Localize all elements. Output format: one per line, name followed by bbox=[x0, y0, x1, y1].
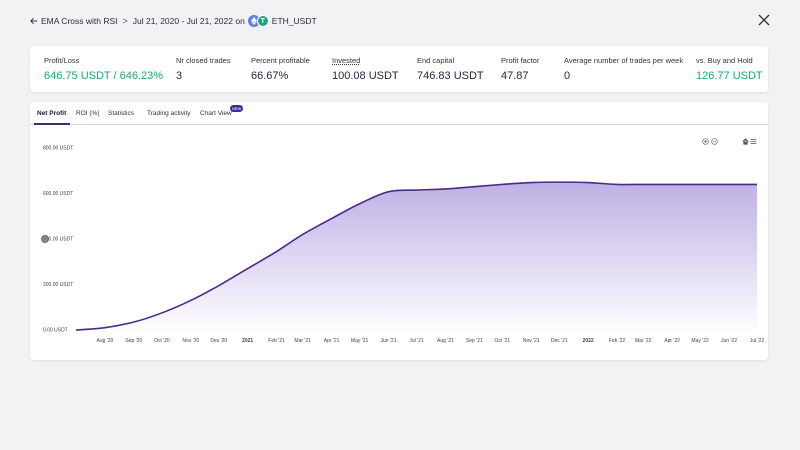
x-tick-label: Oct '21 bbox=[494, 338, 510, 344]
x-tick-label: Feb '21 bbox=[268, 338, 285, 344]
x-tick-label: Aug '20 bbox=[97, 338, 114, 344]
zoom-in-icon bbox=[702, 138, 709, 145]
stats-panel: Profit/Loss 646.75 USDT / 646.23% Nr clo… bbox=[30, 46, 768, 92]
stat-profit-factor: Profit factor 47.87 bbox=[501, 56, 539, 82]
x-tick-label: Aug '21 bbox=[437, 338, 454, 344]
mouse-cursor bbox=[41, 235, 49, 243]
chart-card: Net Profit ROI (%) Statistics Trading ac… bbox=[30, 102, 768, 360]
x-tick-label: Jun '22 bbox=[721, 338, 737, 344]
x-tick-label: Jun '21 bbox=[381, 338, 397, 344]
profit-line bbox=[75, 181, 757, 331]
x-tick-label: Mar '22 bbox=[635, 338, 652, 344]
stat-closed-trades: Nr closed trades 3 bbox=[176, 56, 231, 82]
home-icon bbox=[742, 138, 749, 145]
x-tick-label: Apr '22 bbox=[664, 338, 680, 344]
tab-label: Chart View bbox=[200, 110, 232, 117]
stat-value: 646.75 USDT / 646.23% bbox=[44, 70, 164, 82]
stat-vs-buy-and-hold: vs. Buy and Hold 126.77 USDT bbox=[696, 56, 763, 82]
stat-value: 47.87 bbox=[501, 70, 529, 82]
stat-value: 66.67% bbox=[251, 70, 289, 82]
stat-percent-profitable: Percent profitable 66.67% bbox=[251, 56, 310, 82]
tab-chart-view[interactable]: Chart View NEW bbox=[200, 105, 244, 117]
stat-avg-trades-per-week: Average number of trades per week 0 bbox=[564, 56, 683, 82]
trading-pair: ETH_USDT bbox=[271, 16, 317, 26]
tab-net-profit[interactable]: Net Profit bbox=[37, 110, 67, 117]
stat-invested[interactable]: Invested 100.08 USDT bbox=[332, 56, 399, 82]
stat-value: 0 bbox=[564, 70, 571, 82]
close-button[interactable] bbox=[756, 12, 772, 28]
stat-value: 100.08 USDT bbox=[332, 70, 399, 82]
chart-menu-button[interactable] bbox=[750, 138, 757, 147]
x-tick-label: Nov '20 bbox=[182, 338, 199, 344]
stat-label: Profit factor bbox=[501, 56, 540, 65]
x-tick-label: Dec '20 bbox=[210, 338, 227, 344]
x-tick-label: Feb '22 bbox=[609, 338, 626, 344]
stat-profit-loss: Profit/Loss 646.75 USDT / 646.23% bbox=[44, 56, 163, 82]
stat-value: 3 bbox=[176, 70, 183, 82]
strategy-name: EMA Cross with RSI bbox=[41, 16, 118, 26]
arrow-left-icon bbox=[30, 17, 38, 25]
stat-label: Invested bbox=[332, 56, 361, 65]
stat-end-capital: End capital 746.83 USDT bbox=[417, 56, 484, 82]
menu-icon bbox=[750, 138, 757, 145]
new-badge: NEW bbox=[230, 105, 244, 112]
zoom-out-icon bbox=[711, 138, 718, 145]
y-tick-label: 400.00 USDT bbox=[43, 237, 73, 243]
tab-roi[interactable]: ROI (%) bbox=[76, 110, 100, 117]
header-bar: EMA Cross with RSI > Jul 21, 2020 - Jul … bbox=[30, 12, 772, 30]
y-tick-label: 800.00 USDT bbox=[43, 146, 73, 152]
x-tick-label: 2021 bbox=[242, 338, 253, 344]
net-profit-chart: 0.00 USDT 200.00 USDT 400.00 USDT 600.00 US… bbox=[43, 146, 765, 345]
tab-trading-activity[interactable]: Trading activity bbox=[147, 110, 191, 117]
x-tick-label: Nov '21 bbox=[523, 338, 540, 344]
x-tick-label: Jul '21 bbox=[409, 338, 424, 344]
stat-value: 746.83 USDT bbox=[417, 70, 484, 82]
x-tick-label: Oct '20 bbox=[154, 338, 170, 344]
x-tick-label: Sep '21 bbox=[466, 338, 483, 344]
x-axis: Aug '20 Sep '20 Oct '20 Nov '20 Dec '20 2021 F… bbox=[97, 338, 765, 344]
zoom-out-button[interactable] bbox=[711, 138, 718, 147]
x-tick-label: Sep '20 bbox=[125, 338, 142, 344]
tab-statistics[interactable]: Statistics bbox=[108, 110, 135, 117]
x-tick-label: Jul '22 bbox=[750, 338, 765, 344]
stat-label: vs. Buy and Hold bbox=[696, 56, 753, 65]
x-tick-label: Apr '21 bbox=[324, 338, 340, 344]
profit-area-fill bbox=[76, 182, 757, 330]
y-tick-label: 200.00 USDT bbox=[43, 282, 73, 288]
x-tick-label: Dec '21 bbox=[551, 338, 568, 344]
reset-zoom-button[interactable] bbox=[742, 138, 749, 147]
pair-icons: T bbox=[247, 15, 269, 27]
tab-bar: Net Profit ROI (%) Statistics Trading ac… bbox=[30, 102, 768, 125]
x-tick-label: May '21 bbox=[351, 338, 369, 344]
stat-label: Profit/Loss bbox=[44, 56, 80, 65]
date-range: Jul 21, 2020 - Jul 21, 2022 on bbox=[132, 16, 245, 26]
stat-value: 126.77 USDT bbox=[696, 70, 763, 82]
x-tick-label: 2022 bbox=[583, 338, 594, 344]
active-tab-indicator bbox=[34, 123, 70, 125]
tether-icon: T bbox=[256, 15, 269, 27]
x-tick-label: Mar '21 bbox=[294, 338, 311, 344]
breadcrumb-separator: > bbox=[122, 16, 128, 26]
zoom-in-button[interactable] bbox=[702, 138, 709, 147]
stat-label: Percent profitable bbox=[251, 56, 310, 65]
stat-label: Nr closed trades bbox=[176, 56, 231, 65]
y-axis: 0.00 USDT 200.00 USDT 400.00 USDT 600.00 US… bbox=[43, 146, 73, 334]
y-tick-label: 600.00 USDT bbox=[43, 191, 73, 197]
y-tick-label: 0.00 USDT bbox=[43, 328, 68, 334]
stat-label: End capital bbox=[417, 56, 455, 65]
x-tick-label: May '22 bbox=[691, 338, 709, 344]
back-link[interactable]: EMA Cross with RSI bbox=[30, 16, 118, 26]
stat-label: Average number of trades per week bbox=[564, 56, 684, 65]
close-icon bbox=[758, 14, 770, 26]
